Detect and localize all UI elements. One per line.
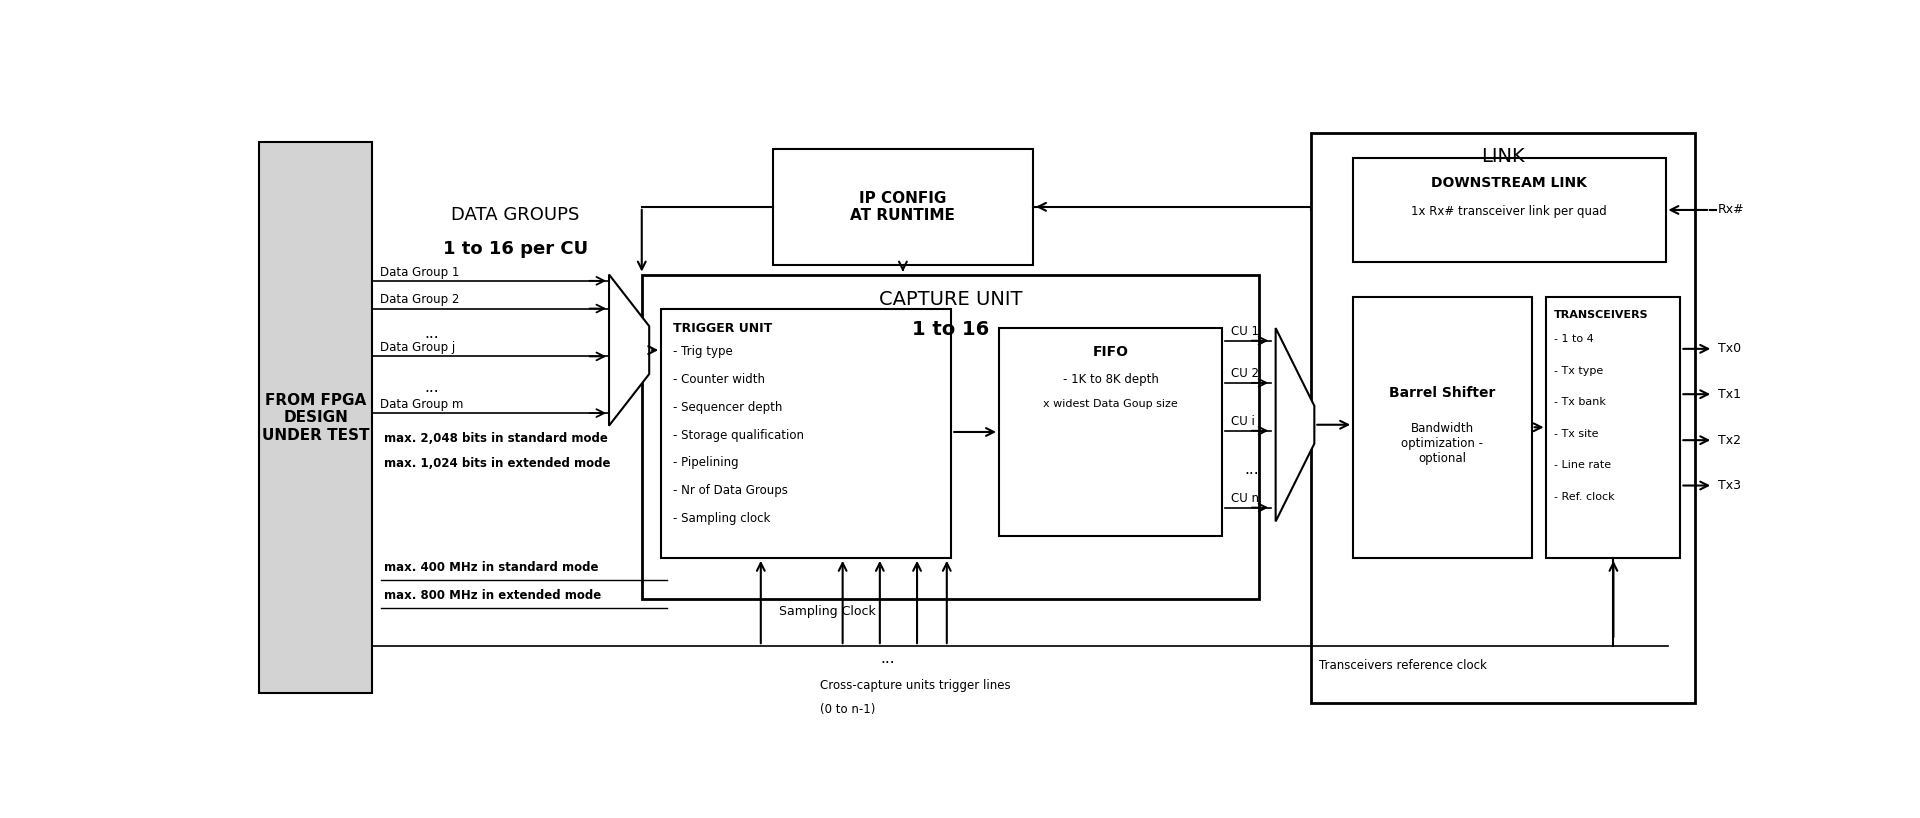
Text: CU n: CU n [1231, 492, 1260, 505]
FancyBboxPatch shape [1311, 133, 1695, 703]
Text: (0 to n-1): (0 to n-1) [820, 703, 876, 716]
Text: Bandwidth
optimization -
optional: Bandwidth optimization - optional [1402, 421, 1484, 465]
Text: - Pipelining: - Pipelining [674, 456, 739, 470]
Text: - Counter width: - Counter width [674, 373, 764, 386]
Text: DATA GROUPS: DATA GROUPS [451, 205, 580, 223]
Text: max. 1,024 bits in extended mode: max. 1,024 bits in extended mode [384, 457, 611, 470]
Text: - Storage qualification: - Storage qualification [674, 429, 804, 442]
Text: Tx2: Tx2 [1718, 434, 1741, 447]
Text: Data Group 1: Data Group 1 [380, 266, 459, 278]
FancyBboxPatch shape [772, 149, 1033, 265]
Text: Tx0: Tx0 [1718, 343, 1741, 355]
Text: - Trig type: - Trig type [674, 345, 733, 358]
Text: max. 2,048 bits in standard mode: max. 2,048 bits in standard mode [384, 432, 609, 445]
Text: ...: ... [424, 380, 440, 395]
Text: CAPTURE UNIT: CAPTURE UNIT [879, 290, 1021, 309]
FancyBboxPatch shape [1546, 297, 1680, 558]
Text: Data Group j: Data Group j [380, 341, 455, 354]
Text: - Sampling clock: - Sampling clock [674, 512, 770, 525]
FancyBboxPatch shape [259, 142, 372, 694]
Text: - 1K to 8K depth: - 1K to 8K depth [1062, 373, 1158, 386]
FancyBboxPatch shape [660, 309, 950, 558]
Text: LINK: LINK [1482, 147, 1524, 166]
Text: - 1 to 4: - 1 to 4 [1553, 335, 1594, 344]
Text: - Ref. clock: - Ref. clock [1553, 492, 1615, 502]
Text: x widest Data Goup size: x widest Data Goup size [1043, 398, 1177, 409]
Text: FROM FPGA
DESIGN
UNDER TEST: FROM FPGA DESIGN UNDER TEST [263, 393, 371, 443]
Text: - Line rate: - Line rate [1553, 461, 1611, 470]
Text: - Tx bank: - Tx bank [1553, 398, 1605, 407]
Text: Tx1: Tx1 [1718, 388, 1741, 401]
Text: IP CONFIG
AT RUNTIME: IP CONFIG AT RUNTIME [851, 191, 956, 223]
Text: Transceivers reference clock: Transceivers reference clock [1319, 658, 1486, 672]
FancyBboxPatch shape [1354, 158, 1665, 262]
Text: - Sequencer depth: - Sequencer depth [674, 401, 781, 414]
Text: Data Group m: Data Group m [380, 398, 463, 411]
Text: Tx3: Tx3 [1718, 479, 1741, 492]
Text: CU i: CU i [1231, 415, 1256, 428]
Text: FIFO: FIFO [1092, 345, 1129, 359]
Text: Cross-capture units trigger lines: Cross-capture units trigger lines [820, 679, 1012, 692]
FancyBboxPatch shape [1354, 297, 1532, 558]
Text: max. 800 MHz in extended mode: max. 800 MHz in extended mode [384, 589, 601, 602]
Text: TRIGGER UNIT: TRIGGER UNIT [674, 321, 772, 335]
Text: CU 1: CU 1 [1231, 325, 1260, 338]
Text: Rx#: Rx# [1718, 204, 1743, 217]
Text: ...: ... [879, 651, 895, 666]
Text: Barrel Shifter: Barrel Shifter [1388, 385, 1496, 400]
FancyBboxPatch shape [641, 275, 1260, 599]
Polygon shape [1275, 328, 1315, 521]
Text: - Nr of Data Groups: - Nr of Data Groups [674, 484, 787, 497]
Text: 1 to 16: 1 to 16 [912, 321, 989, 339]
Text: max. 400 MHz in standard mode: max. 400 MHz in standard mode [384, 561, 599, 574]
Text: CU 2: CU 2 [1231, 367, 1260, 380]
Text: ...: ... [424, 326, 440, 341]
Text: ...: ... [1244, 462, 1260, 477]
Text: 1 to 16 per CU: 1 to 16 per CU [444, 240, 588, 258]
Text: 1x Rx# transceiver link per quad: 1x Rx# transceiver link per quad [1411, 205, 1607, 218]
Text: DOWNSTREAM LINK: DOWNSTREAM LINK [1430, 176, 1588, 191]
Text: Data Group 2: Data Group 2 [380, 293, 459, 306]
Polygon shape [609, 275, 649, 425]
Text: Sampling Clock: Sampling Clock [780, 605, 876, 618]
Text: - Tx site: - Tx site [1553, 429, 1599, 439]
Text: TRANSCEIVERS: TRANSCEIVERS [1553, 311, 1649, 321]
Text: - Tx type: - Tx type [1553, 366, 1603, 376]
FancyBboxPatch shape [998, 328, 1221, 536]
